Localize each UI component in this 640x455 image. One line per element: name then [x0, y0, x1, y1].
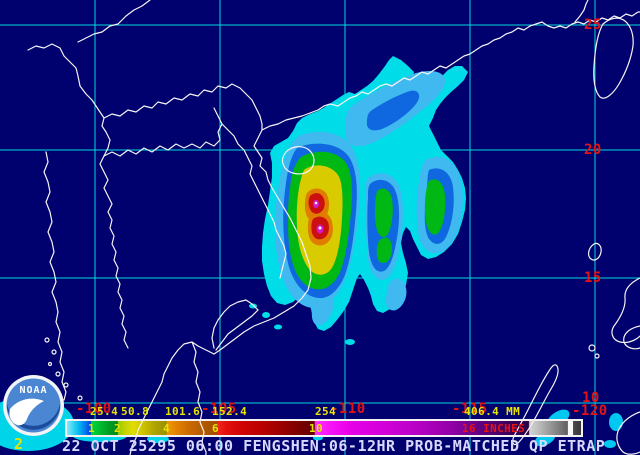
coast-luzon-west [611, 277, 640, 344]
border-laos-vietnam [221, 123, 287, 279]
island-taiwan [593, 17, 634, 99]
colorbar-mm-25.4: 25.4 [90, 405, 119, 418]
coast-borneo-corner [616, 411, 640, 455]
lon-label-115: -115 [452, 401, 488, 417]
colorbar-inch-1: 1 [88, 422, 96, 435]
island-mindoro [623, 325, 640, 350]
islet-b [594, 353, 600, 359]
colorbar-inch-10: 10 [309, 422, 324, 435]
colorbar-mm-101.6: 101.6 [165, 405, 201, 418]
island-philippine-small [588, 242, 602, 261]
coast-peninsula-east [191, 341, 207, 455]
noaa-logo: NOAA [2, 374, 65, 437]
colorbar-mm-406.4: 406.4 MM [464, 405, 521, 418]
coast-china-top-fork [574, 0, 589, 23]
coast-myanmar-west [43, 151, 67, 401]
coast-vietnam [213, 129, 312, 355]
border-thailand-myanmar [99, 155, 129, 349]
lon-label-110: -110 [330, 401, 366, 417]
lat-label-15: 15 [584, 270, 602, 286]
islets-andaman [44, 337, 83, 401]
coastlines [27, 0, 640, 455]
border-thailand-laos [103, 107, 223, 157]
colorbar-inch-2: 2 [114, 422, 122, 435]
lat-label-25: 25 [584, 17, 602, 33]
colorbar-inch-6: 6 [212, 422, 220, 435]
colorbar-mm-50.8: 50.8 [121, 405, 150, 418]
coast-border-northwest [77, 0, 151, 43]
island-hainan [281, 146, 315, 175]
lon-label-100: -100 [76, 401, 112, 417]
coast-border-myanmar-china [27, 43, 111, 157]
stray-scale-label: 2 [14, 435, 24, 453]
lon-label-105: -105 [201, 401, 237, 417]
coast-south-china [261, 11, 640, 131]
precipitation-field [0, 56, 623, 451]
noaa-logo-graphic [3, 375, 64, 436]
islet-a [588, 344, 596, 352]
noaa-logo-text: NOAA [19, 385, 48, 396]
precip-extreme-cores [313, 200, 324, 234]
colorbar-inch-4: 4 [163, 422, 171, 435]
colorbar-mm-254: 254 [315, 405, 337, 418]
colorbar-mm-152.4: 152.4 [212, 405, 248, 418]
lat-label-20: 20 [584, 142, 602, 158]
island-palawan [512, 364, 559, 446]
border-cambodia-a [215, 309, 259, 351]
lat-label-10: 10 [582, 390, 600, 406]
colorbar [65, 419, 583, 437]
coast-border-china-vietnam [103, 83, 263, 131]
colorbar-inch-16-inches: 16 INCHES [462, 422, 526, 435]
product-caption: 22 OCT 25295 06:00 FENGSHEN:06-12HR PROB… [62, 437, 606, 455]
logo-seagull [9, 398, 44, 426]
lon-label-120: -120 [572, 403, 608, 419]
border-cambodia-b [211, 299, 259, 349]
